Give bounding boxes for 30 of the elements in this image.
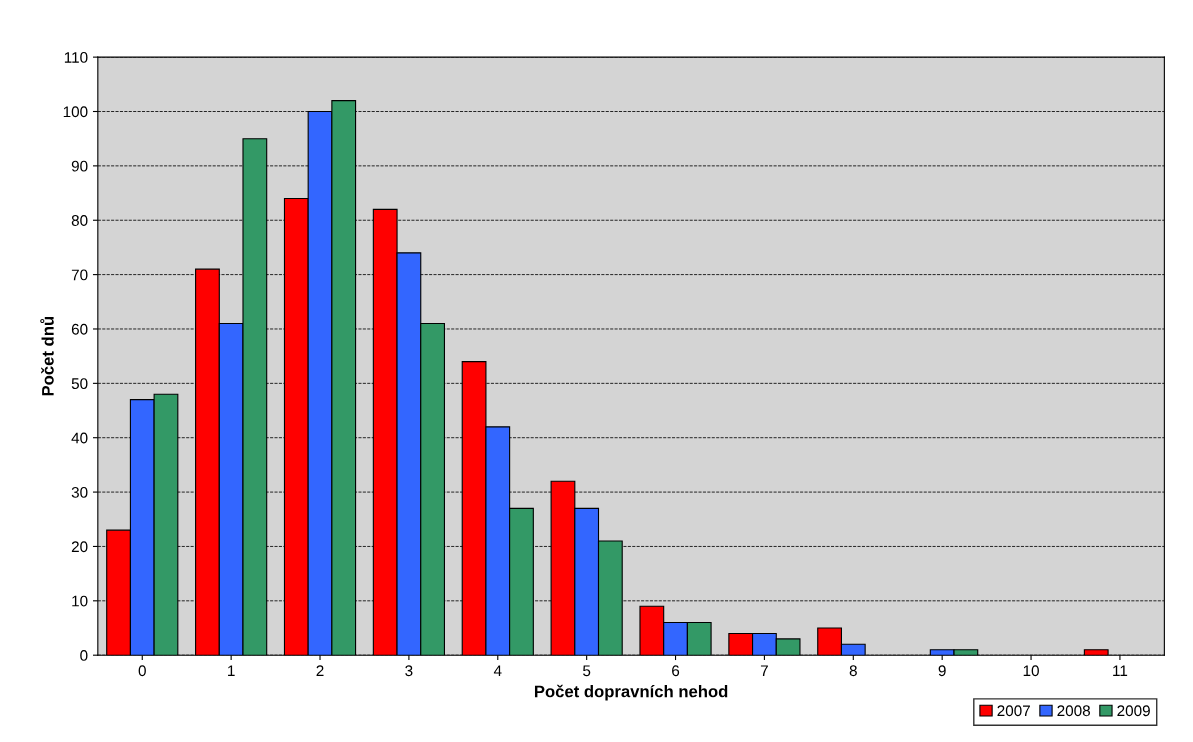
x-tick-label: 9 [938, 665, 946, 677]
y-tick-label: 110 [64, 52, 88, 63]
y-tick-label: 30 [71, 486, 88, 498]
x-tick-label: 0 [138, 665, 146, 677]
y-tick-label: 70 [71, 269, 88, 281]
x-tick-label: 3 [405, 665, 413, 677]
legend-label: 2008 [1057, 705, 1090, 717]
y-tick-label: 10 [72, 595, 88, 607]
y-tick-label: 20 [71, 541, 88, 553]
x-axis-title: Počet dopravních nehod [534, 684, 728, 701]
y-tick-label: 80 [71, 215, 88, 226]
y-tick-label: 50 [71, 378, 88, 390]
x-tick-label: 6 [672, 665, 680, 677]
bar [1083, 649, 1109, 656]
x-tick-label: 7 [760, 665, 768, 676]
x-tick-label: 10 [1023, 665, 1039, 677]
y-tick-label: 100 [63, 106, 88, 118]
x-tick-label: 1 [228, 665, 235, 676]
y-tick-label: 90 [71, 160, 88, 172]
x-tick-label: 4 [493, 665, 502, 676]
y-axis-title: Počet dnů [40, 316, 54, 396]
x-tick-label: 5 [583, 665, 591, 677]
y-tick-label: 60 [71, 323, 88, 335]
y-tick-label: 0 [80, 650, 88, 661]
y-tick-label: 40 [71, 432, 88, 444]
legend-label: 2009 [1117, 705, 1150, 717]
x-tick-label: 8 [849, 665, 857, 677]
legend-label: 2007 [997, 705, 1030, 717]
x-tick-label: 11 [1113, 665, 1128, 676]
x-tick-label: 2 [316, 665, 324, 676]
